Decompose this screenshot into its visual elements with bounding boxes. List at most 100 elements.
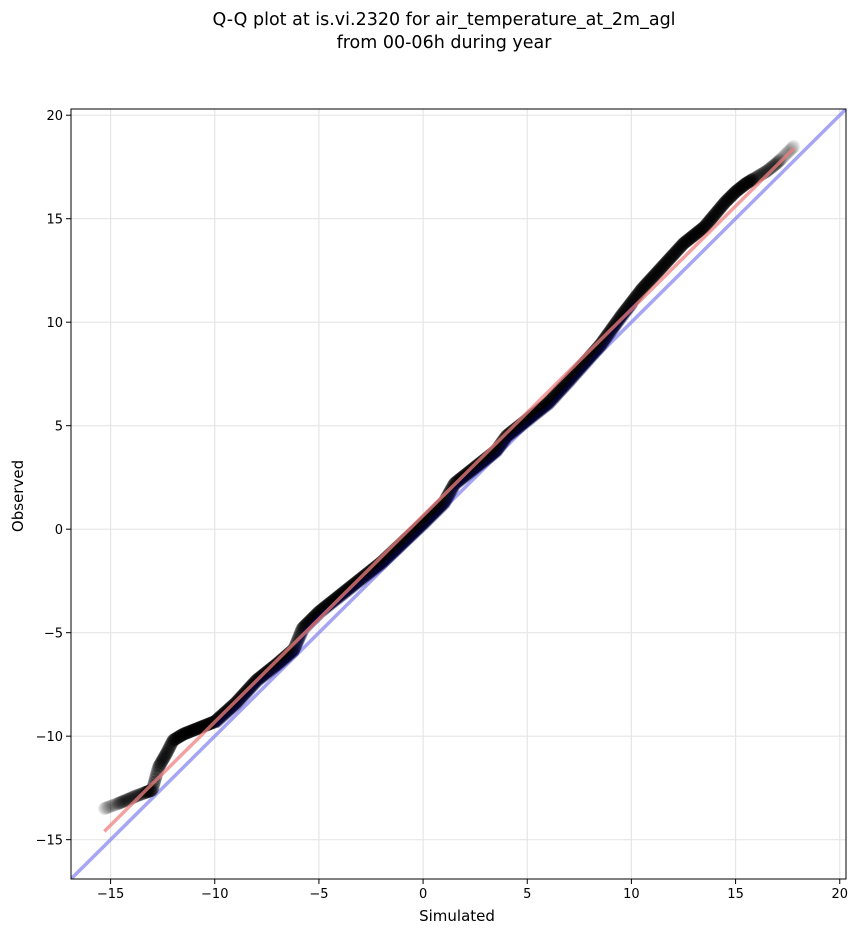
qq-point [598, 331, 612, 345]
qq-point [761, 163, 775, 177]
qq-point [332, 589, 346, 603]
qq-point [544, 393, 558, 407]
qq-point [555, 381, 569, 395]
qq-point [271, 656, 285, 670]
qq-point [688, 228, 702, 242]
qq-point [641, 275, 655, 289]
qq-point [686, 229, 700, 243]
qq-point [739, 177, 753, 191]
qq-point [272, 655, 286, 669]
qq-point [547, 389, 561, 403]
qq-point [651, 264, 665, 278]
qq-point [742, 175, 756, 189]
qq-point [273, 655, 287, 669]
qq-point [360, 567, 374, 581]
qq-point [701, 215, 715, 229]
qq-point [717, 197, 731, 211]
qq-point [166, 733, 180, 747]
x-tick-label: 0 [419, 887, 427, 902]
qq-point [531, 404, 545, 418]
qq-point [691, 225, 705, 239]
qq-point [177, 727, 191, 741]
qq-point [293, 627, 307, 641]
qq-point [156, 752, 170, 766]
qq-point [97, 802, 111, 816]
qq-point [140, 785, 154, 799]
qq-point [531, 404, 545, 418]
qq-point [499, 430, 513, 444]
qq-point [684, 230, 698, 244]
x-tick-label: 15 [727, 887, 744, 902]
qq-point [172, 730, 186, 744]
qq-point [764, 161, 778, 175]
qq-point [714, 200, 728, 214]
qq-point [188, 723, 202, 737]
qq-point [763, 162, 777, 176]
qq-point [632, 285, 646, 299]
qq-point [672, 241, 686, 255]
qq-point [551, 385, 565, 399]
qq-point [725, 189, 739, 203]
qq-point [712, 203, 726, 217]
qq-point [719, 195, 733, 209]
qq-point [704, 212, 718, 226]
qq-point [735, 180, 749, 194]
qq-point [534, 402, 548, 416]
qq-point [715, 199, 729, 213]
qq-point [639, 277, 653, 291]
qq-point [744, 174, 758, 188]
qq-point [161, 743, 175, 757]
qq-point [646, 270, 660, 284]
qq-point [181, 725, 195, 739]
qq-point [673, 240, 687, 254]
qq-point [711, 204, 725, 218]
qq-point [766, 159, 780, 173]
qq-point [544, 392, 558, 406]
qq-point [442, 487, 456, 501]
qq-point [561, 374, 575, 388]
qq-point [709, 206, 723, 220]
qq-point [101, 800, 115, 814]
qq-point [367, 562, 381, 576]
qq-point [117, 794, 131, 808]
qq-point [683, 231, 697, 245]
qq-point [650, 266, 664, 280]
qq-point [468, 461, 482, 475]
qq-point [361, 566, 375, 580]
qq-point [292, 629, 306, 643]
qq-point [765, 160, 779, 174]
qq-point [642, 274, 656, 288]
qq-point [556, 380, 570, 394]
qq-point [172, 730, 186, 744]
qq-point [693, 224, 707, 238]
qq-point [178, 727, 192, 741]
qq-point [537, 399, 551, 413]
qq-point [562, 373, 576, 387]
qq-point [503, 426, 517, 440]
y-tick-label: 20 [46, 109, 63, 124]
qq-point [714, 201, 728, 215]
qq-point [677, 236, 691, 250]
qq-point [154, 755, 168, 769]
qq-point [116, 794, 130, 808]
qq-point [541, 396, 555, 410]
qq-point [119, 793, 133, 807]
qq-point [189, 722, 203, 736]
qq-point [729, 184, 743, 198]
qq-point [361, 566, 375, 580]
qq-point [643, 273, 657, 287]
qq-point [443, 485, 457, 499]
qq-point [663, 251, 677, 265]
qq-point [647, 269, 661, 283]
qq-point [767, 158, 781, 172]
qq-point [178, 726, 192, 740]
qq-point [472, 457, 486, 471]
qq-point [687, 228, 701, 242]
qq-point [696, 221, 710, 235]
qq-point [682, 232, 696, 246]
qq-point [269, 658, 283, 672]
qq-point [111, 796, 125, 810]
qq-point [733, 181, 747, 195]
qq-point [159, 748, 173, 762]
qq-point [155, 754, 169, 768]
